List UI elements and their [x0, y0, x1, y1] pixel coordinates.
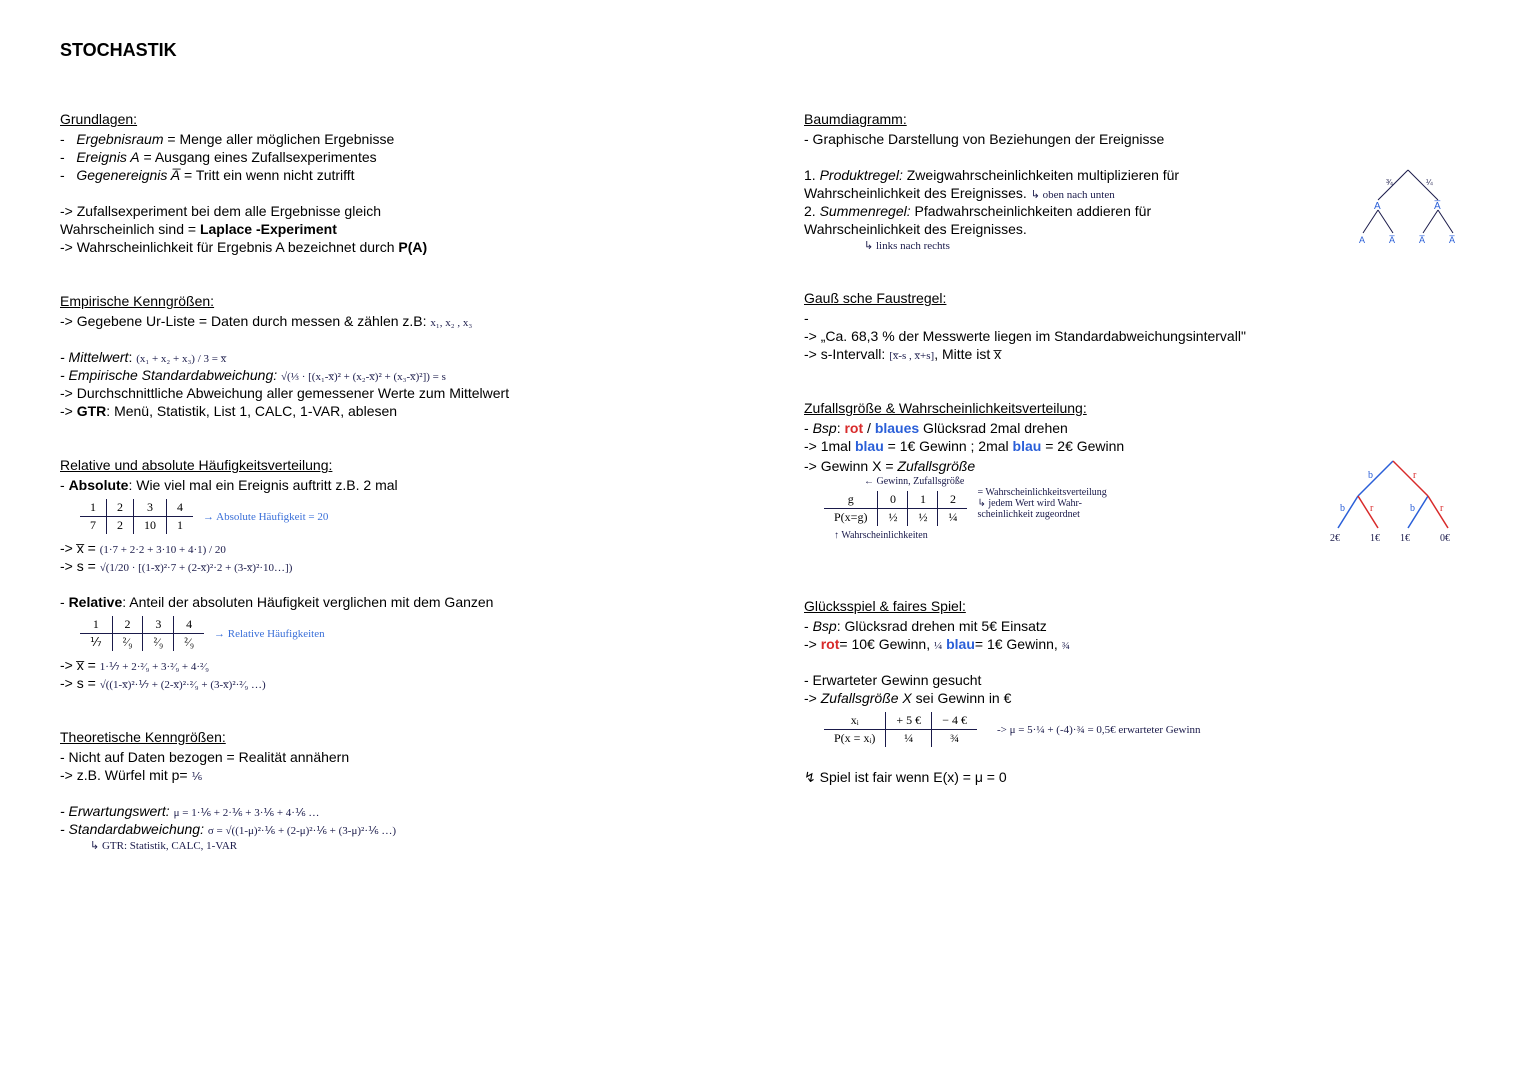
- text-line: Wahrscheinlich sind = Laplace -Experimen…: [60, 221, 724, 237]
- svg-text:1€: 1€: [1370, 533, 1380, 544]
- text-line: -> s-Intervall: [x̅-s , x̅+s], Mitte ist…: [804, 346, 1468, 362]
- svg-text:b: b: [1340, 503, 1345, 514]
- text-line: 1. Produktregel: Zweigwahrscheinlichkeit…: [804, 167, 1338, 183]
- svg-text:b: b: [1368, 470, 1373, 481]
- text-line: -> s = √(1/20 · [(1-x̅)²·7 + (2-x̅)²·2 +…: [60, 558, 724, 574]
- text-line: - Bsp: Glücksrad drehen mit 5€ Einsatz: [804, 618, 1468, 634]
- svg-text:r: r: [1440, 503, 1444, 514]
- text-line: -> GTR: Menü, Statistik, List 1, CALC, 1…: [60, 403, 724, 419]
- text-line: -> Zufallsexperiment bei dem alle Ergebn…: [60, 203, 724, 219]
- spiel-table-note: -> μ = 5·¼ + (-4)·¾ = 0,5€ erwarteter Ge…: [997, 724, 1201, 736]
- svg-text:1€: 1€: [1400, 533, 1410, 544]
- text-line: -> Gewinn X = Zufallsgröße: [804, 458, 1298, 474]
- text-line: - Bsp: rot / blaues Glücksrad 2mal drehe…: [804, 420, 1468, 436]
- text-line: 2. Summenregel: Pfadwahrscheinlichkeiten…: [804, 203, 1338, 219]
- relative-table: 1234 ⅐²⁄₉²⁄₉²⁄₉: [80, 616, 204, 651]
- text-line: -> x̅ = (1·7 + 2·2 + 3·10 + 4·1) / 20: [60, 540, 724, 556]
- theo-heading: Theoretische Kenngrößen:: [60, 729, 724, 745]
- abs-note: → Absolute Häufigkeit = 20: [203, 511, 328, 523]
- gtr-note: ↳ GTR: Statistik, CALC, 1-VAR: [90, 839, 724, 852]
- svg-text:b: b: [1410, 503, 1415, 514]
- text-line: - Relative: Anteil der absoluten Häufigk…: [60, 594, 724, 610]
- text-line: - Ergebnisraum = Menge aller möglichen E…: [60, 131, 724, 147]
- text-line: - Nicht auf Daten bezogen = Realität ann…: [60, 749, 724, 765]
- left-column: Grundlagen: - Ergebnisraum = Menge aller…: [60, 91, 724, 854]
- text-line: -> Zufallsgröße X sei Gewinn in €: [804, 690, 1468, 706]
- text-line: - Graphische Darstellung von Beziehungen…: [804, 131, 1468, 147]
- svg-text:2€: 2€: [1330, 533, 1340, 544]
- table-right-note: = Wahrscheinlichkeitsverteilung ↳ jedem …: [977, 487, 1106, 520]
- text-line: -: [804, 310, 1468, 326]
- tree-diagram-small: ¾ ¼ A A̅ A A̅ A̅ A̅: [1348, 165, 1468, 245]
- text-line: - Gegenereignis A̅ = Tritt ein wenn nich…: [60, 167, 724, 183]
- tree-diagram-color: b r b r b r 2€ 1€ 1€ 0€: [1318, 456, 1468, 546]
- text-line: -> Durchschnittliche Abweichung aller ge…: [60, 385, 724, 401]
- page-title: STOCHASTIK: [60, 40, 1468, 61]
- right-column: Baumdiagramm: - Graphische Darstellung v…: [804, 91, 1468, 854]
- text-line: -> z.B. Würfel mit p= ⅙: [60, 767, 724, 783]
- text-line: - Absolute: Wie viel mal ein Ereignis au…: [60, 477, 724, 493]
- text-line: -> 1mal blau = 1€ Gewinn ; 2mal blau = 2…: [804, 438, 1468, 454]
- baum-heading: Baumdiagramm:: [804, 111, 1468, 127]
- text-line: - Erwartungswert: μ = 1·⅙ + 2·⅙ + 3·⅙ + …: [60, 803, 724, 819]
- svg-text:0€: 0€: [1440, 533, 1450, 544]
- svg-text:r: r: [1413, 470, 1417, 481]
- empirisch-heading: Empirische Kenngrößen:: [60, 293, 724, 309]
- prob-table: g012 P(x=g)½½¼: [824, 491, 967, 526]
- spiel-table: xᵢ+ 5 €− 4 € P(x = xᵢ)¼¾: [824, 712, 977, 747]
- text-note: ↳ links nach rechts: [864, 239, 1338, 252]
- svg-text:A̅: A̅: [1449, 235, 1455, 245]
- text-line: -> „Ca. 68,3 % der Messwerte liegen im S…: [804, 328, 1468, 344]
- text-line: - Empirische Standardabweichung: √(⅓ · […: [60, 367, 724, 383]
- svg-text:¼: ¼: [1426, 178, 1433, 187]
- text-line: -> s = √((1-x̅)²·⅐ + (2-x̅)²·²⁄₉ + (3-x̅…: [60, 675, 724, 691]
- text-line: Wahrscheinlichkeit des Ereignisses.: [804, 221, 1338, 237]
- svg-text:A: A: [1359, 235, 1365, 245]
- absolute-table: 1234 72101: [80, 499, 193, 534]
- text-line: -> Wahrscheinlichkeit für Ergebnis A bez…: [60, 239, 724, 255]
- svg-text:A̅: A̅: [1389, 235, 1395, 245]
- haufig-heading: Relative und absolute Häufigkeitsverteil…: [60, 457, 724, 473]
- gauss-heading: Gauß sche Faustregel:: [804, 290, 1468, 306]
- text-line: -> rot= 10€ Gewinn, ¼ blau= 1€ Gewinn, ¾: [804, 636, 1468, 652]
- svg-text:¾: ¾: [1386, 178, 1393, 187]
- spiel-heading: Glücksspiel & faires Spiel:: [804, 598, 1468, 614]
- content-columns: Grundlagen: - Ergebnisraum = Menge aller…: [60, 91, 1468, 854]
- text-line: Wahrscheinlichkeit des Ereignisses. ↳ ob…: [804, 185, 1338, 201]
- svg-text:A̅: A̅: [1419, 235, 1425, 245]
- text-line: -> Gegebene Ur-Liste = Daten durch messe…: [60, 313, 724, 329]
- rel-note: → Relative Häufigkeiten: [214, 628, 325, 640]
- text-line: - Ereignis A = Ausgang eines Zufallsexpe…: [60, 149, 724, 165]
- text-line: - Standardabweichung: σ = √((1-μ)²·⅙ + (…: [60, 821, 724, 837]
- text-line: - Mittelwert: (x₁ + x₂ + x₃) / 3 = x̅: [60, 349, 724, 365]
- text-line: -> x̅ = 1·⅐ + 2·²⁄₉ + 3·²⁄₉ + 4·²⁄₉: [60, 657, 724, 673]
- zufall-heading: Zufallsgröße & Wahrscheinlichkeitsvertei…: [804, 400, 1468, 416]
- text-line: ↯ Spiel ist fair wenn E(x) = μ = 0: [804, 769, 1468, 786]
- table-header-note: ← Gewinn, Zufallsgröße: [864, 476, 1298, 487]
- svg-text:r: r: [1370, 503, 1374, 514]
- text-line: - Erwarteter Gewinn gesucht: [804, 672, 1468, 688]
- grundlagen-heading: Grundlagen:: [60, 111, 724, 127]
- table-left-note: ↑ Wahrscheinlichkeiten: [834, 530, 1298, 541]
